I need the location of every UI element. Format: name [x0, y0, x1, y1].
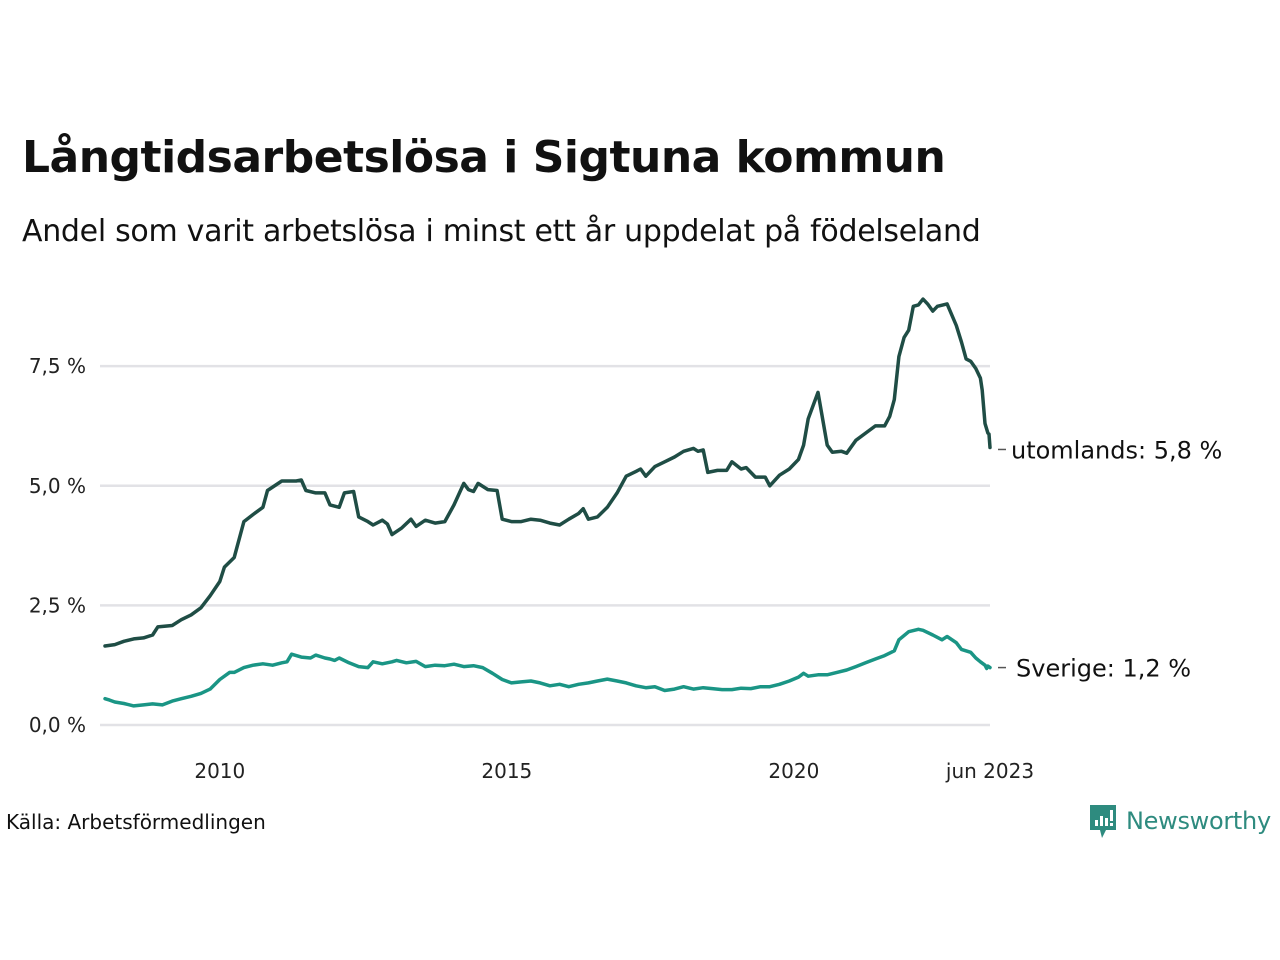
chart-subtitle: Andel som varit arbetslösa i minst ett å…	[22, 214, 981, 249]
end-label-sverige: Sverige: 1,2 %	[1016, 655, 1191, 683]
end-label-utomlands: utomlands: 5,8 %	[1011, 436, 1222, 464]
y-tick-label: 5,0 %	[29, 474, 86, 498]
newsworthy-logo-text: Newsworthy	[1126, 807, 1271, 835]
y-axis: 0,0 % 2,5 % 5,0 % 7,5 %	[29, 354, 86, 737]
gridlines	[100, 364, 990, 727]
series-line-utomlands	[103, 297, 992, 648]
source-note: Källa: Arbetsförmedlingen	[6, 810, 266, 834]
chart-title: Långtidsarbetslösa i Sigtuna kommun	[22, 132, 946, 183]
y-tick-label: 7,5 %	[29, 354, 86, 378]
x-tick-label: jun 2023	[945, 759, 1034, 783]
newsworthy-logo: Newsworthy	[1088, 803, 1271, 839]
end-labels: utomlands: 5,8 % Sverige: 1,2 %	[998, 436, 1222, 683]
y-tick-label: 0,0 %	[29, 713, 86, 737]
x-tick-label: 2010	[194, 759, 245, 783]
newsworthy-logo-icon	[1090, 805, 1116, 838]
series-line-sverige	[103, 627, 992, 708]
series-lines	[103, 297, 992, 708]
y-tick-label: 2,5 %	[29, 593, 86, 617]
x-tick-label: 2015	[481, 759, 532, 783]
x-tick-label: 2020	[768, 759, 819, 783]
x-axis: 2010 2015 2020 jun 2023	[194, 759, 1034, 783]
